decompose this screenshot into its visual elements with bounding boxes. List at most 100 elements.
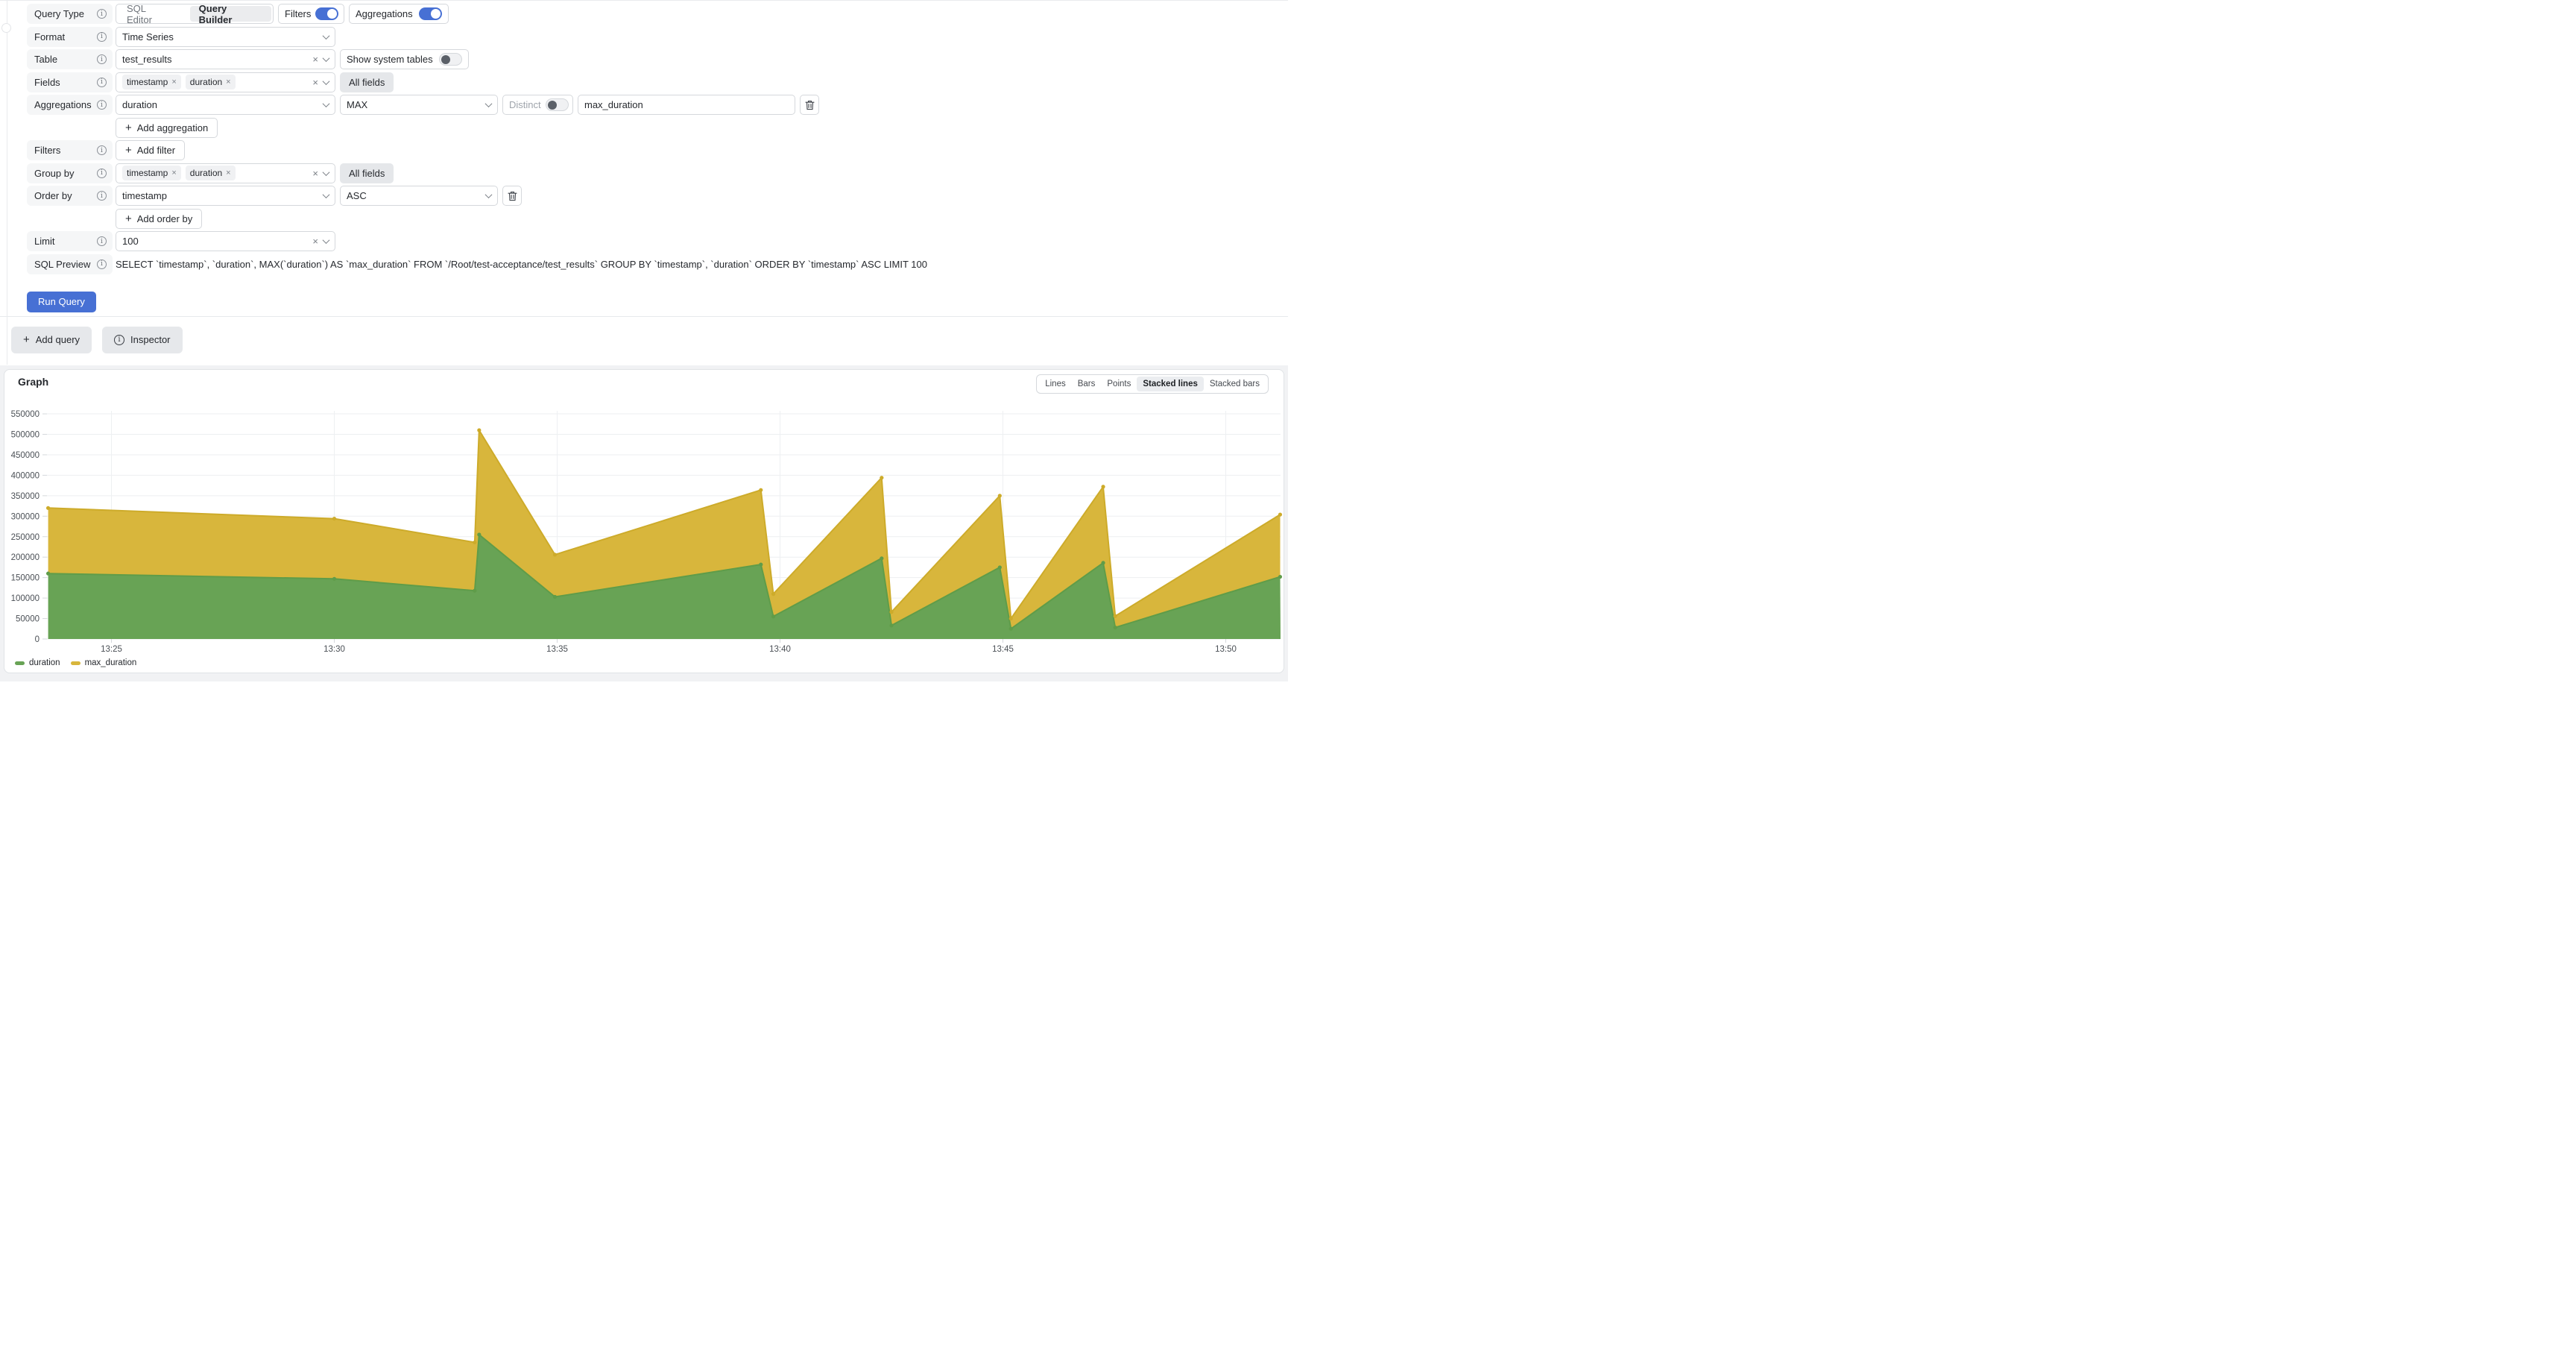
chip-remove-icon[interactable]: ×: [226, 77, 231, 86]
tab-stacked-lines[interactable]: Stacked lines: [1137, 377, 1204, 391]
svg-text:13:30: 13:30: [323, 645, 345, 654]
tab-points[interactable]: Points: [1107, 380, 1131, 388]
panel-divider: [0, 315, 1288, 317]
svg-text:550000: 550000: [11, 410, 40, 419]
filters-label-box: Filters: [27, 140, 113, 160]
add-order-by-row: + Add order by: [27, 208, 1288, 229]
format-select[interactable]: Time Series: [116, 26, 335, 47]
chip-remove-icon[interactable]: ×: [171, 168, 177, 177]
plus-icon: +: [23, 333, 30, 346]
table-select[interactable]: test_results ×: [116, 49, 335, 69]
fields-all-fields-button[interactable]: All fields: [340, 72, 394, 92]
filters-toggle-label: Filters: [285, 8, 312, 19]
aggregation-function-value: MAX: [347, 99, 368, 110]
order-by-row: Order by timestamp ASC: [27, 186, 1288, 206]
panel-collapse-handle[interactable]: [1, 23, 11, 33]
order-by-column-value: timestamp: [122, 190, 167, 201]
aggregation-column-select[interactable]: duration: [116, 95, 335, 115]
legend-item-duration[interactable]: duration: [15, 658, 60, 667]
chevron-down-icon: [322, 77, 330, 85]
add-query-button[interactable]: + Add query: [11, 326, 92, 353]
table-label: Table: [34, 54, 58, 65]
add-filter-button[interactable]: + Add filter: [116, 140, 186, 160]
info-icon[interactable]: [97, 9, 107, 19]
clear-icon[interactable]: ×: [312, 167, 318, 179]
aggregation-function-select[interactable]: MAX: [340, 95, 498, 115]
add-aggregation-row: + Add aggregation: [27, 117, 1288, 138]
legend-item-max-duration[interactable]: max_duration: [70, 658, 136, 667]
chevron-down-icon: [322, 168, 330, 176]
format-label-box: Format: [27, 26, 113, 47]
limit-row: Limit 100 ×: [27, 231, 1288, 251]
plus-icon: +: [125, 144, 132, 157]
format-row: Format Time Series: [27, 26, 1288, 47]
chevron-down-icon: [322, 31, 330, 40]
group-by-chip-timestamp[interactable]: timestamp ×: [122, 166, 181, 180]
info-icon[interactable]: [97, 77, 107, 87]
order-by-direction-value: ASC: [347, 190, 367, 201]
group-by-label: Group by: [34, 167, 75, 179]
svg-text:13:45: 13:45: [992, 645, 1014, 654]
graph-svg[interactable]: 0 50000 100000 150000 200000 250000 300000 3500…: [4, 370, 1284, 673]
distinct-toggle-box: Distinct: [502, 95, 573, 115]
aggregations-label: Aggregations: [34, 99, 92, 110]
show-system-tables-toggle[interactable]: [439, 53, 462, 66]
fields-label: Fields: [34, 76, 60, 88]
info-icon[interactable]: [97, 191, 107, 201]
group-by-chip-duration[interactable]: duration ×: [185, 166, 236, 180]
info-icon[interactable]: [97, 145, 107, 155]
show-system-tables-label: Show system tables: [347, 54, 433, 65]
radio-sql-editor[interactable]: SQL Editor: [127, 4, 152, 24]
group-by-multiselect[interactable]: timestamp × duration × ×: [116, 163, 335, 183]
svg-text:0: 0: [35, 635, 40, 644]
field-chip-timestamp[interactable]: timestamp ×: [122, 75, 181, 89]
order-by-direction-select[interactable]: ASC: [340, 186, 498, 206]
tab-stacked-bars[interactable]: Stacked bars: [1209, 380, 1260, 388]
aggregation-delete-button[interactable]: [800, 95, 819, 115]
info-icon[interactable]: [97, 168, 107, 178]
info-icon[interactable]: [97, 54, 107, 64]
tab-bars[interactable]: Bars: [1077, 380, 1096, 388]
order-by-label-box: Order by: [27, 186, 113, 206]
distinct-toggle[interactable]: [545, 98, 569, 111]
svg-text:450000: 450000: [11, 451, 40, 460]
svg-text:500000: 500000: [11, 431, 40, 440]
format-label: Format: [34, 31, 66, 43]
add-aggregation-button[interactable]: + Add aggregation: [116, 117, 218, 138]
filters-toggle[interactable]: [315, 7, 339, 20]
info-icon[interactable]: [97, 100, 107, 110]
clear-icon[interactable]: ×: [312, 54, 318, 65]
info-icon[interactable]: [97, 236, 107, 246]
query-type-row: Query Type SQL Editor Query Builder Filt…: [27, 4, 1288, 24]
group-by-row: Group by timestamp× duration× × All fiel…: [27, 163, 1288, 183]
aggregations-toggle[interactable]: [419, 7, 442, 20]
table-row: Table test_results × Show system tables: [27, 49, 1288, 69]
aggregation-alias-input[interactable]: [578, 95, 795, 115]
info-icon[interactable]: [97, 259, 107, 269]
distinct-label: Distinct: [509, 99, 541, 110]
chip-remove-icon[interactable]: ×: [171, 77, 177, 86]
group-by-all-fields-button[interactable]: All fields: [340, 163, 394, 183]
order-by-delete-button[interactable]: [502, 186, 522, 206]
clear-icon[interactable]: ×: [312, 236, 318, 247]
clear-icon[interactable]: ×: [312, 76, 318, 88]
tab-lines[interactable]: Lines: [1045, 380, 1066, 388]
limit-label-box: Limit: [27, 231, 113, 251]
order-by-column-select[interactable]: timestamp: [116, 186, 335, 206]
fields-multiselect[interactable]: timestamp × duration × ×: [116, 72, 335, 92]
radio-query-builder[interactable]: Query Builder: [189, 4, 271, 23]
svg-text:13:25: 13:25: [101, 645, 122, 654]
run-query-button[interactable]: Run Query: [27, 291, 96, 312]
info-icon[interactable]: [97, 31, 107, 42]
query-type-label-box: Query Type: [27, 4, 113, 24]
aggregations-toggle-box: Aggregations: [349, 4, 449, 24]
limit-select[interactable]: 100 ×: [116, 231, 335, 251]
limit-label: Limit: [34, 236, 55, 247]
chip-remove-icon[interactable]: ×: [226, 168, 231, 177]
query-type-label: Query Type: [34, 8, 84, 19]
svg-text:13:50: 13:50: [1215, 645, 1237, 654]
inspector-button[interactable]: Inspector: [102, 326, 183, 353]
svg-text:150000: 150000: [11, 574, 40, 583]
add-order-by-button[interactable]: + Add order by: [116, 208, 203, 229]
field-chip-duration[interactable]: duration ×: [185, 75, 236, 89]
